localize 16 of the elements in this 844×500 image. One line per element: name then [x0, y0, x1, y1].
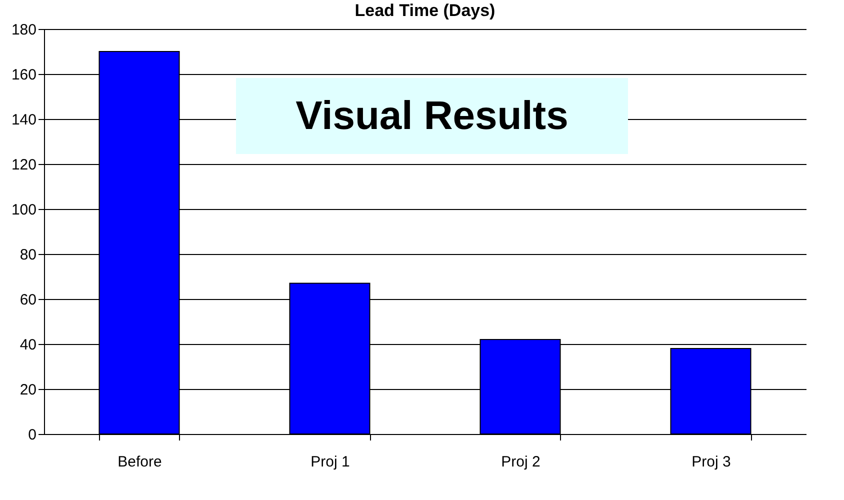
x-tick-label: Proj 3	[692, 454, 731, 470]
chart-title: Lead Time (Days)	[354, 1, 496, 20]
y-tick-label: 60	[20, 292, 36, 308]
y-tick-label: 160	[11, 66, 36, 84]
y-tick-label: 80	[20, 246, 36, 264]
y-tick-label: 120	[11, 156, 36, 174]
y-tick-label: 180	[11, 22, 36, 38]
y-tick-label: 0	[28, 426, 36, 444]
y-tick-label: 140	[11, 112, 36, 128]
y-tick-label: 20	[20, 382, 36, 398]
x-tick-label: Before	[118, 454, 162, 470]
annotation: Visual Results	[236, 78, 628, 154]
x-tick-label: Proj 2	[501, 454, 540, 470]
y-tick-label: 40	[20, 336, 36, 354]
x-tick-label: Proj 1	[310, 454, 350, 470]
y-tick-label: 100	[11, 202, 36, 218]
